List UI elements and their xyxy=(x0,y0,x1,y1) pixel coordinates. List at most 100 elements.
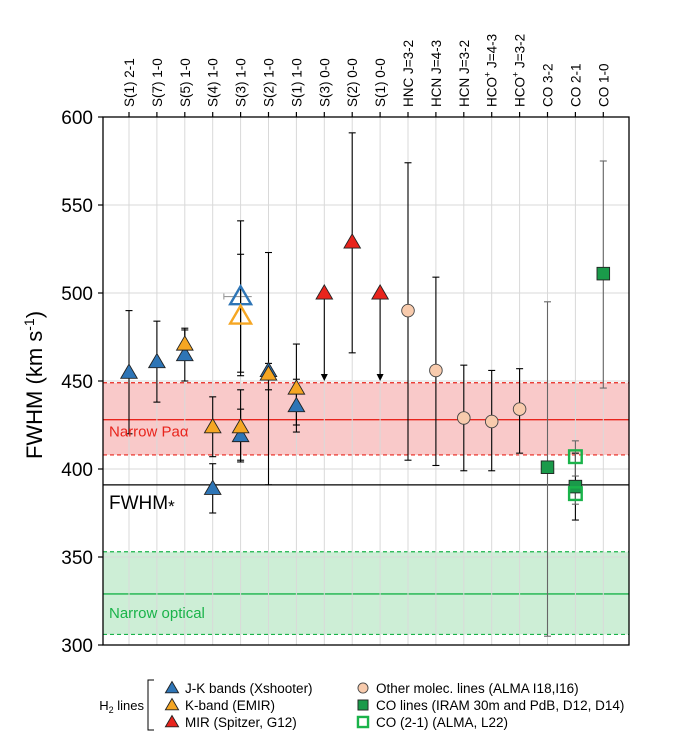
x-tick-label-text: S(2) 0-0 xyxy=(345,58,360,107)
legend-group-label: H2 lines xyxy=(99,698,144,715)
data-point xyxy=(228,303,254,325)
x-tick-label: S(5) 1-0 xyxy=(178,58,193,107)
data-point xyxy=(540,460,555,474)
x-tick-label-text: S(5) 1-0 xyxy=(178,58,193,107)
data-point xyxy=(401,303,415,318)
legend-label: CO (2-1) (ALMA, L22) xyxy=(376,715,508,730)
legend-label: CO lines (IRAM 30m and PdB, D12, D14) xyxy=(376,698,624,713)
x-tick-label-text: S(4) 1-0 xyxy=(206,58,221,107)
x-tick-label: CO 1-0 xyxy=(596,63,611,107)
data-point xyxy=(147,352,166,369)
upper-limit-arrowhead xyxy=(376,374,384,381)
band-fill xyxy=(103,382,629,455)
data-point xyxy=(231,426,250,443)
data-point xyxy=(287,379,306,395)
data-point xyxy=(596,266,611,281)
data-point xyxy=(429,363,443,378)
x-tick-label: HNC J=3-2 xyxy=(401,40,416,107)
data-point xyxy=(231,417,250,434)
x-tick-label: CO 3-2 xyxy=(541,63,556,107)
data-point xyxy=(567,486,583,502)
legend-marker xyxy=(164,680,180,694)
data-point xyxy=(512,402,527,416)
axes-layer xyxy=(98,112,630,646)
x-tick-label: HCN J=3-2 xyxy=(457,40,472,107)
data-point xyxy=(259,364,278,381)
y-axis-label-sup: -1 xyxy=(21,318,37,331)
data-point xyxy=(315,284,334,300)
x-tick-label-sup: + xyxy=(511,72,521,77)
y-axis-label-main: FWHM (km s xyxy=(22,331,47,459)
legend-label: MIR (Spitzer, G12) xyxy=(185,715,297,730)
band-label: Narrow optical xyxy=(109,605,205,622)
y-tick-label: 300 xyxy=(61,636,93,657)
x-tick-label: S(7) 1-0 xyxy=(150,58,165,107)
fwhm-star-label-main: FWHM xyxy=(109,493,168,514)
x-tick-label-post: J=4-3 xyxy=(485,34,500,72)
fwhm-star-label-star: * xyxy=(168,497,175,516)
band-label: Narrow Paα xyxy=(109,424,189,441)
legend-label: K-band (EMIR) xyxy=(185,698,275,713)
x-tick-label-pre: HCO xyxy=(513,77,528,107)
data-point xyxy=(119,363,139,379)
y-tick-label: 400 xyxy=(61,460,93,481)
legend-marker xyxy=(357,682,369,694)
data-point xyxy=(287,396,306,413)
x-tick-label: S(3) 1-0 xyxy=(234,58,249,107)
x-tick-label-post: J=3-2 xyxy=(513,34,528,72)
bands-layer xyxy=(103,382,629,636)
text-layer: FWHM (km s-1) Narrow Paα Narrow optical FW… xyxy=(21,34,611,657)
x-tick-label-text: HNC J=3-2 xyxy=(401,40,416,107)
x-tick-label-text: S(1) 0-0 xyxy=(373,58,388,107)
data-point xyxy=(203,417,222,434)
y-tick-label: 550 xyxy=(61,196,93,217)
y-axis-label: FWHM (km s-1) xyxy=(21,311,47,459)
legend-group-bracket xyxy=(147,679,154,731)
legend-marker xyxy=(164,714,180,728)
x-tick-label: S(4) 1-0 xyxy=(206,58,221,107)
legend-marker xyxy=(357,699,369,711)
x-tick-label-text: HCN J=3-2 xyxy=(457,40,472,107)
x-tick-label-text: CO 3-2 xyxy=(541,63,556,107)
data-point xyxy=(567,449,583,465)
y-axis-label-close: ) xyxy=(22,311,47,318)
x-tick-label: HCN J=4-3 xyxy=(429,40,444,107)
x-tick-label-text: CO 2-1 xyxy=(568,63,583,107)
band-fill xyxy=(103,551,629,635)
data-point xyxy=(371,284,390,300)
x-tick-label-text: S(3) 0-0 xyxy=(317,58,332,107)
x-tick-label: HCO+ J=3-2 xyxy=(511,34,528,107)
data-point xyxy=(343,232,362,249)
y-tick-label: 600 xyxy=(61,108,93,129)
x-tick-label-text: S(1) 2-1 xyxy=(122,58,137,107)
x-tick-label-text: S(3) 1-0 xyxy=(234,58,249,107)
x-tick-label-text: HCN J=4-3 xyxy=(429,40,444,107)
legend-group-label-sub: 2 xyxy=(109,705,114,715)
legend-label: Other molec. lines (ALMA I18,I16) xyxy=(376,681,579,696)
x-tick-label: S(2) 1-0 xyxy=(262,58,277,107)
x-tick-label: S(2) 0-0 xyxy=(345,58,360,107)
x-tick-label-pre: HCO xyxy=(485,77,500,107)
data-point xyxy=(457,411,471,425)
x-tick-label-text: CO 1-0 xyxy=(596,63,611,107)
data-point xyxy=(203,479,222,495)
x-tick-label: S(3) 0-0 xyxy=(317,58,332,107)
y-tick-label: 350 xyxy=(61,548,93,569)
legend-marker xyxy=(356,715,370,729)
data-point xyxy=(175,345,194,362)
x-tick-label: S(1) 1-0 xyxy=(289,58,304,107)
legend-marker xyxy=(164,697,180,711)
x-tick-label: S(1) 2-1 xyxy=(122,58,137,107)
data-point xyxy=(175,335,194,351)
y-tick-label: 450 xyxy=(61,372,93,393)
x-tick-label-text: S(2) 1-0 xyxy=(262,58,277,107)
x-tick-label-text: S(1) 1-0 xyxy=(289,58,304,107)
y-tick-label: 500 xyxy=(61,284,93,305)
x-tick-label: CO 2-1 xyxy=(568,63,583,107)
legend-group-label-pre: H xyxy=(99,698,108,713)
x-tick-label-sup: + xyxy=(483,72,493,77)
marker-layer xyxy=(119,232,611,502)
x-tick-label-text: S(7) 1-0 xyxy=(150,58,165,107)
upper-limit-arrowhead xyxy=(320,374,328,381)
